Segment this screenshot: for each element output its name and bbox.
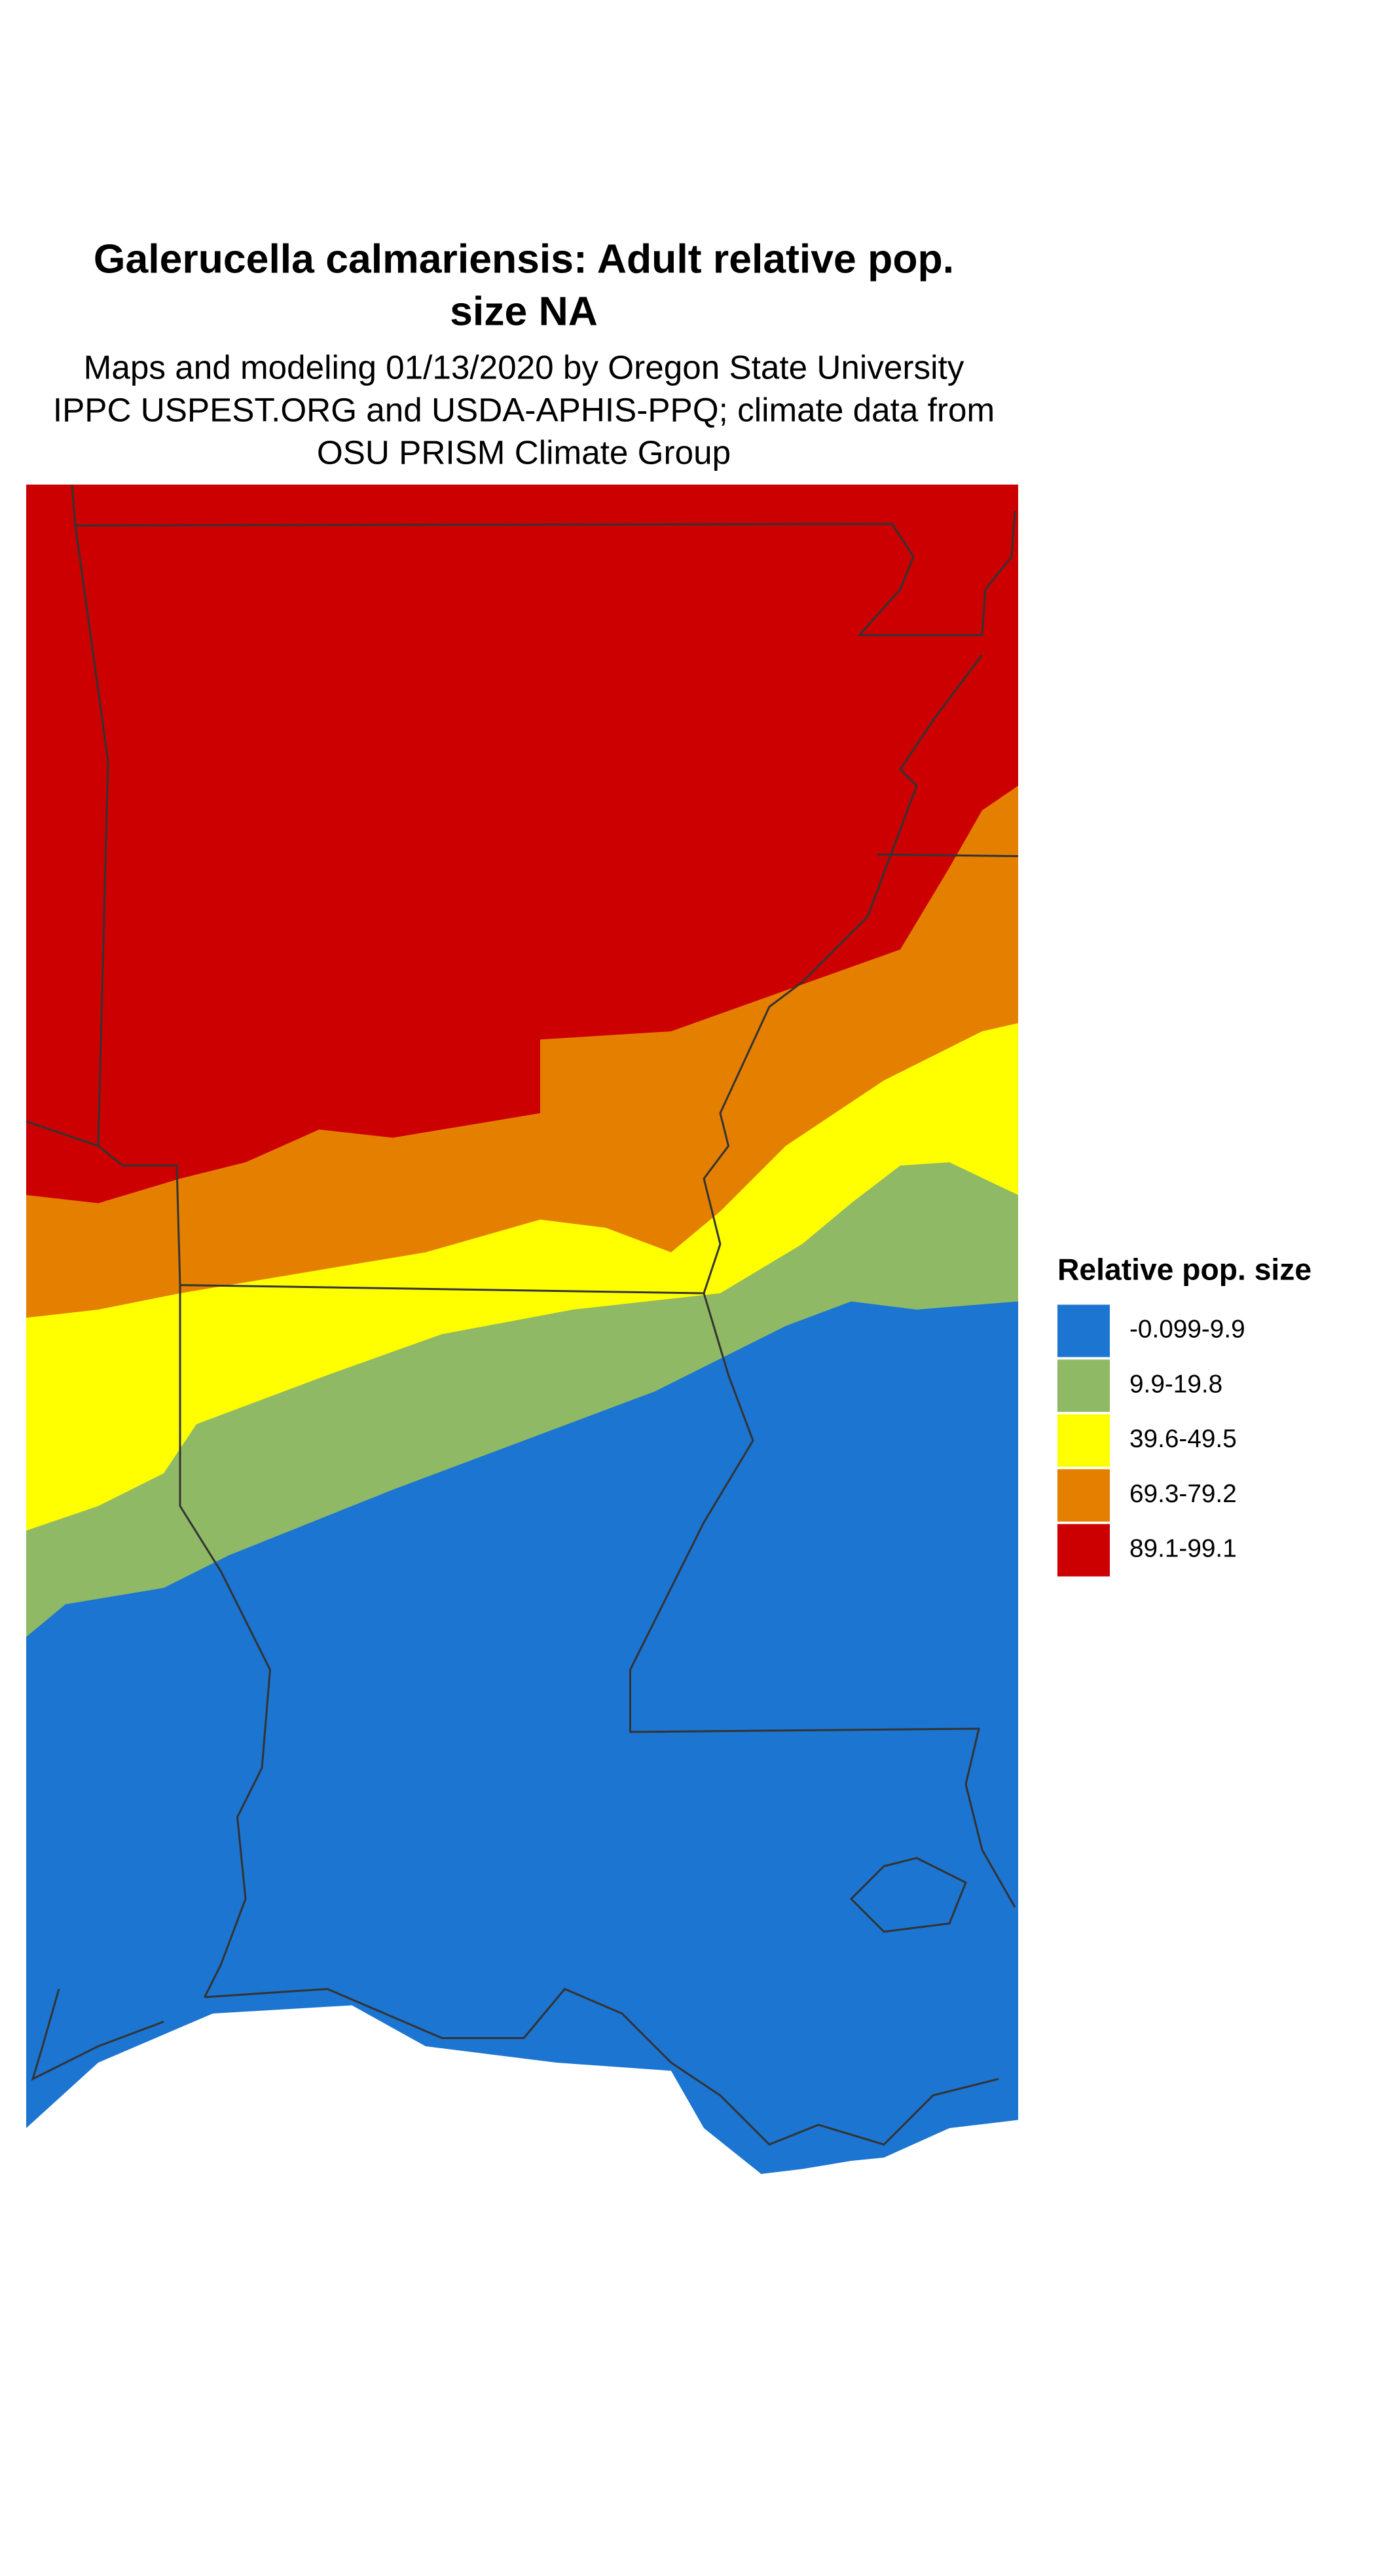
map-zone xyxy=(26,485,1018,1204)
legend-swatch xyxy=(1057,1469,1110,1522)
legend-label: 69.3-79.2 xyxy=(1129,1480,1237,1508)
subtitle-line: IPPC USPEST.ORG and USDA-APHIS-PPQ; clim… xyxy=(53,392,995,429)
titles: Galerucella calmariensis: Adult relative… xyxy=(53,236,995,471)
map xyxy=(26,484,1019,2174)
legend-title: Relative pop. size xyxy=(1057,1253,1311,1287)
legend-swatch xyxy=(1057,1359,1110,1412)
subtitle-line: Maps and modeling 01/13/2020 by Oregon S… xyxy=(84,349,964,386)
legend-swatch xyxy=(1057,1414,1110,1467)
title-line: Galerucella calmariensis: Adult relative… xyxy=(94,236,954,282)
legend-swatch xyxy=(1057,1304,1110,1357)
state-border xyxy=(26,484,1019,2146)
title-line: size NA xyxy=(450,289,598,335)
legend-label: 9.9-19.8 xyxy=(1129,1370,1222,1398)
legend-label: -0.099-9.9 xyxy=(1129,1316,1245,1344)
subtitle-line: OSU PRISM Climate Group xyxy=(317,434,731,471)
legend: Relative pop. size -0.099-9.9 9.9-19.8 39.… xyxy=(1057,1253,1311,1577)
legend-label: 89.1-99.1 xyxy=(1129,1535,1237,1563)
legend-swatch xyxy=(1057,1524,1110,1577)
legend-label: 39.6-49.5 xyxy=(1129,1425,1237,1453)
